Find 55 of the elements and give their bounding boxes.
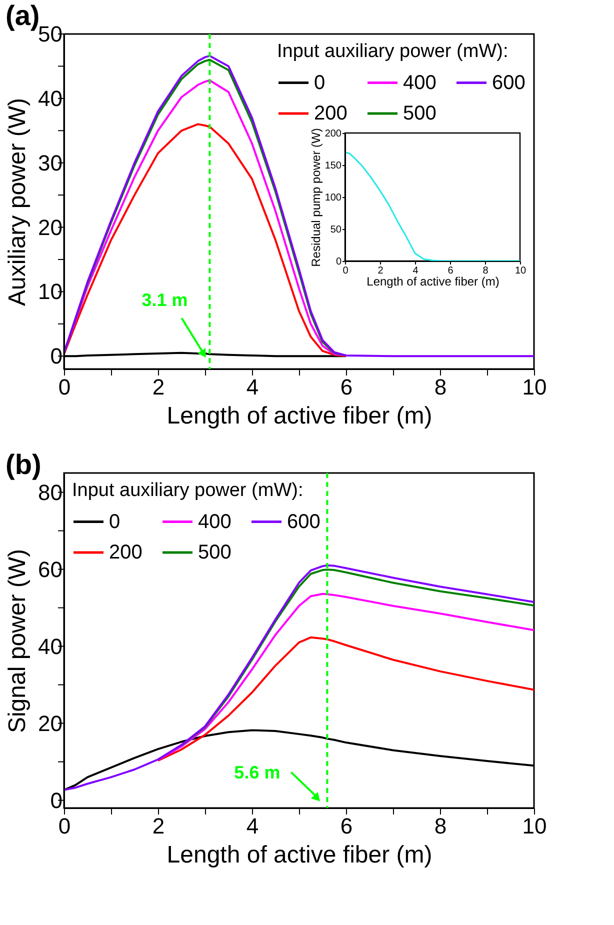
x-tick-label: 2 bbox=[152, 814, 165, 838]
y-tick-label: 150 bbox=[324, 160, 342, 172]
chart-title: (a) bbox=[6, 0, 40, 31]
annotation: 3.1 m bbox=[142, 290, 188, 310]
y-tick-label: 100 bbox=[324, 192, 342, 204]
x-tick-label: 10 bbox=[514, 266, 526, 276]
x-tick-label: 8 bbox=[482, 266, 489, 276]
annotation: 5.6 m bbox=[234, 762, 280, 782]
x-axis-title: Length of active fiber (m) bbox=[166, 842, 432, 868]
y-tick-label: 50 bbox=[330, 224, 342, 236]
y-axis-title: Signal power (W) bbox=[4, 548, 32, 734]
legend-label: 200 bbox=[109, 542, 142, 564]
x-tick-label: 6 bbox=[448, 266, 454, 276]
legend-label: 500 bbox=[198, 542, 232, 564]
y-tick-label: 50 bbox=[38, 22, 62, 46]
x-tick-label: 4 bbox=[412, 266, 419, 276]
x-axis-title: Length of active fiber (m) bbox=[166, 402, 432, 430]
x-tick-label: 8 bbox=[434, 814, 447, 838]
chart-title: (b) bbox=[6, 449, 42, 480]
legend-label: 600 bbox=[287, 510, 320, 533]
x-axis-title: Length of active fiber (m) bbox=[366, 274, 500, 288]
x-tick-label: 6 bbox=[340, 374, 353, 400]
line-series bbox=[180, 568, 534, 746]
y-tick-label: 0 bbox=[336, 256, 342, 268]
legend-label: 400 bbox=[198, 510, 232, 533]
legend-label: 600 bbox=[492, 72, 526, 94]
y-tick-label: 30 bbox=[38, 150, 62, 176]
y-tick-label: 200 bbox=[324, 128, 342, 140]
x-tick-label: 10 bbox=[522, 374, 547, 400]
legend-title: Input auxiliary power (mW): bbox=[72, 480, 304, 501]
y-tick-label: 40 bbox=[38, 86, 62, 111]
y-tick-label: 80 bbox=[38, 480, 62, 505]
y-tick-label: 20 bbox=[38, 214, 62, 240]
x-tick-label: 6 bbox=[340, 814, 353, 838]
x-tick-label: 4 bbox=[246, 814, 259, 838]
line-series bbox=[157, 636, 534, 762]
y-tick-label: 40 bbox=[38, 634, 62, 659]
y-tick-label: 0 bbox=[50, 788, 62, 813]
x-tick-label: 4 bbox=[246, 374, 259, 400]
x-tick-label: 8 bbox=[434, 374, 447, 400]
x-tick-label: 0 bbox=[342, 266, 349, 276]
legend-label: 500 bbox=[403, 102, 436, 124]
line-series bbox=[64, 564, 534, 791]
x-tick-label: 10 bbox=[522, 814, 547, 838]
y-axis-title: Auxiliary power (W) bbox=[4, 98, 32, 306]
legend-label: 400 bbox=[403, 72, 436, 94]
line-series bbox=[157, 592, 534, 761]
y-axis-title: Residual pump power (W) bbox=[308, 128, 323, 267]
y-tick-label: 0 bbox=[50, 344, 62, 369]
legend-title: Input auxiliary power (mW): bbox=[277, 41, 508, 62]
x-tick-label: 2 bbox=[152, 374, 165, 400]
y-tick-label: 20 bbox=[38, 710, 62, 736]
legend-label: 0 bbox=[109, 510, 120, 533]
x-tick-label: 2 bbox=[378, 266, 384, 276]
y-tick-label: 60 bbox=[38, 556, 62, 582]
